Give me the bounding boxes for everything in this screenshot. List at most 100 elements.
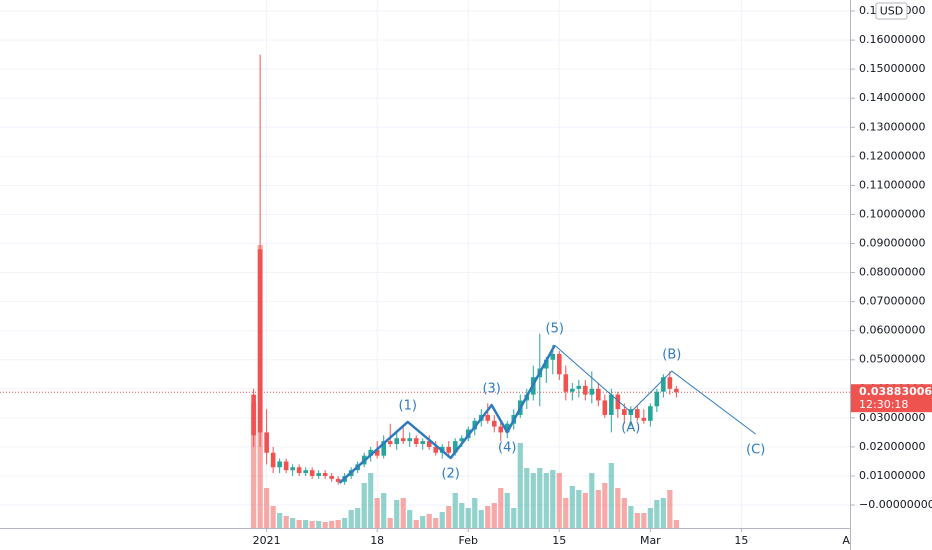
y-tick-label: −0.00000000 bbox=[859, 498, 932, 511]
candle-body bbox=[368, 449, 373, 456]
candle-body bbox=[264, 432, 269, 453]
volume-bar bbox=[569, 486, 575, 528]
volume-bar bbox=[316, 521, 322, 528]
wave-label: (3) bbox=[482, 382, 500, 397]
candle-body bbox=[635, 409, 640, 418]
candle-body bbox=[296, 467, 302, 474]
volume-bar bbox=[400, 498, 406, 528]
volume-bar bbox=[335, 520, 341, 528]
volume-bar bbox=[433, 518, 439, 528]
volume-bar bbox=[608, 463, 614, 528]
volume-bar bbox=[543, 473, 549, 528]
y-tick-label: 0.10000000 bbox=[859, 207, 925, 220]
volume-bar bbox=[673, 520, 679, 528]
volume-bar bbox=[459, 503, 465, 528]
volume-bar bbox=[290, 518, 296, 528]
currency-badge[interactable]: USD bbox=[875, 2, 908, 20]
wave-line bbox=[338, 344, 556, 484]
candle-body bbox=[257, 249, 263, 433]
volume-bar bbox=[387, 518, 393, 528]
volume-bar bbox=[550, 470, 556, 528]
candle-body bbox=[387, 441, 393, 445]
candle-body bbox=[316, 473, 321, 476]
x-tick-label: Mar bbox=[640, 534, 661, 547]
volume-bar bbox=[322, 522, 328, 528]
candle-body bbox=[433, 446, 439, 453]
volume-bar bbox=[270, 506, 276, 528]
candle-body bbox=[446, 446, 452, 453]
currency-box[interactable] bbox=[875, 2, 908, 20]
candle-body bbox=[381, 441, 387, 456]
candle-body bbox=[374, 449, 380, 456]
volume-bar bbox=[498, 488, 504, 528]
candle-body bbox=[583, 385, 588, 395]
candle-body bbox=[563, 374, 569, 392]
volume-bar bbox=[582, 493, 588, 528]
last-price-badge bbox=[851, 384, 932, 413]
volume-bar bbox=[303, 520, 309, 528]
volume-bar bbox=[634, 513, 640, 528]
price-axis-bg bbox=[851, 0, 932, 550]
countdown: 12:30:18 bbox=[859, 398, 908, 411]
volume-bar bbox=[348, 510, 354, 528]
candle-body bbox=[309, 470, 315, 476]
volume-bar bbox=[485, 506, 491, 528]
candle-body bbox=[498, 426, 504, 433]
y-tick-label: 0.07000000 bbox=[859, 295, 925, 308]
candle-body bbox=[394, 438, 400, 445]
x-tick-label: Feb bbox=[459, 534, 478, 547]
x-tick-label: 18 bbox=[370, 534, 384, 547]
candle-body bbox=[576, 385, 582, 389]
y-tick-label: 0.08000000 bbox=[859, 266, 925, 279]
wave-line bbox=[554, 344, 757, 435]
candle-body bbox=[420, 441, 426, 445]
candle-body bbox=[556, 353, 562, 375]
x-tick-label: 15 bbox=[734, 534, 748, 547]
candle-body bbox=[459, 438, 465, 442]
volume-bar bbox=[589, 473, 595, 528]
y-tick-label: 0.16000000 bbox=[859, 33, 925, 46]
candle-body bbox=[615, 394, 621, 410]
volume-bar bbox=[452, 493, 458, 528]
volume-bar bbox=[329, 521, 335, 528]
volume-bar bbox=[420, 516, 426, 528]
candle-body bbox=[303, 470, 308, 474]
candle-body bbox=[277, 461, 282, 468]
candle-body bbox=[452, 441, 458, 453]
volume-bar bbox=[491, 503, 497, 528]
wave-label: (5) bbox=[546, 322, 564, 337]
candle-body bbox=[609, 394, 614, 415]
volume-bar bbox=[530, 473, 536, 528]
volume-bar bbox=[517, 443, 523, 528]
candle-body bbox=[322, 473, 328, 476]
candle-body bbox=[485, 414, 491, 421]
wave-label: (C) bbox=[746, 443, 765, 458]
last-price-label: 0.03883006 bbox=[859, 385, 932, 398]
candle-body bbox=[413, 438, 419, 445]
candle-body bbox=[407, 438, 413, 442]
volume-bar bbox=[511, 508, 517, 528]
candle-body bbox=[661, 377, 666, 392]
wave-label: (B) bbox=[662, 348, 681, 363]
volume-bar bbox=[556, 473, 562, 528]
x-tick-label: 2021 bbox=[253, 534, 281, 547]
x-tick-label: 15 bbox=[552, 534, 566, 547]
volume-bar bbox=[446, 506, 452, 528]
volume-bar bbox=[368, 473, 374, 528]
y-tick-label: 0.09000000 bbox=[859, 237, 925, 250]
volume-bar bbox=[381, 493, 387, 528]
wave-label: (A) bbox=[621, 421, 640, 436]
candle-body bbox=[270, 452, 276, 468]
currency[interactable]: USD bbox=[880, 5, 904, 18]
candle-body bbox=[622, 409, 627, 415]
candle-body bbox=[504, 423, 510, 433]
volume-bar bbox=[615, 488, 621, 528]
candle-body bbox=[543, 359, 549, 369]
volume-bar bbox=[426, 514, 432, 528]
wave-label: (2) bbox=[441, 466, 459, 481]
candle-body bbox=[654, 391, 660, 407]
volume-bar bbox=[342, 518, 348, 528]
y-tick-label: 0.01000000 bbox=[859, 469, 925, 482]
